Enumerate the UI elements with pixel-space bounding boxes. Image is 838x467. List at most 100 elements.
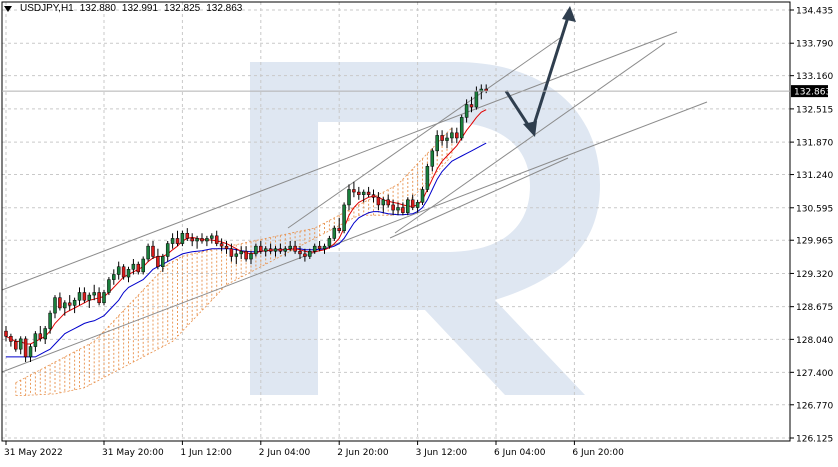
candle-body xyxy=(445,137,449,141)
arrow-head-up xyxy=(562,6,576,22)
candle-body xyxy=(263,248,268,252)
candle xyxy=(352,181,356,198)
candle xyxy=(82,287,87,303)
candle xyxy=(459,114,464,141)
candle xyxy=(391,199,395,216)
candle xyxy=(312,243,317,254)
candle-body xyxy=(97,292,101,304)
y-tick-label: 126.125 xyxy=(796,435,833,445)
candle-body xyxy=(406,199,410,213)
channel-line xyxy=(1,101,708,373)
candle xyxy=(161,253,165,272)
candle-body xyxy=(190,238,194,242)
candle xyxy=(450,127,454,144)
watermark-logo xyxy=(250,62,600,395)
candle xyxy=(268,243,273,254)
candle xyxy=(165,240,170,262)
candle-body xyxy=(327,238,332,247)
trend-channel-lines[interactable] xyxy=(1,31,708,373)
candle-body xyxy=(126,269,131,278)
candle xyxy=(185,228,190,241)
candle-body xyxy=(210,235,214,239)
candle xyxy=(28,344,33,363)
candle xyxy=(298,246,302,260)
candle xyxy=(445,132,449,149)
candle xyxy=(479,84,484,100)
candle xyxy=(195,235,199,249)
candle xyxy=(386,194,390,208)
candle xyxy=(72,297,77,314)
candle-body xyxy=(455,132,459,139)
candle xyxy=(126,266,131,283)
candle xyxy=(361,189,366,203)
candle xyxy=(396,202,400,216)
forecast-arrows[interactable] xyxy=(504,6,576,137)
candle-body xyxy=(357,191,361,195)
candle-body xyxy=(474,91,479,108)
candle xyxy=(322,243,327,254)
candle-body xyxy=(156,256,160,267)
candle-body xyxy=(268,248,273,252)
candle-body xyxy=(410,199,415,208)
candle xyxy=(77,287,82,306)
candle-body xyxy=(303,253,307,257)
y-tick-label: 128.675 xyxy=(796,303,833,313)
candle xyxy=(317,240,322,252)
low-value: 132.825 xyxy=(164,3,201,14)
candle xyxy=(136,261,141,275)
candle-body xyxy=(425,166,430,190)
candle-body xyxy=(43,328,47,340)
x-tick-label: 6 Jun 20:00 xyxy=(572,448,624,458)
candle xyxy=(440,130,444,146)
candle xyxy=(435,130,439,157)
candle xyxy=(18,336,23,355)
candles[interactable] xyxy=(4,84,488,363)
candle xyxy=(9,333,13,347)
candle xyxy=(205,235,209,247)
grid xyxy=(2,2,790,441)
candle xyxy=(254,243,258,257)
candle xyxy=(376,192,381,211)
candle-body xyxy=(371,194,376,198)
candle xyxy=(58,292,62,311)
candle-body xyxy=(77,292,82,301)
candle-body xyxy=(38,333,43,340)
candle-body xyxy=(58,297,62,309)
channel-line xyxy=(287,37,561,229)
x-tick-label: 1 Jun 12:00 xyxy=(180,448,232,458)
candle-body xyxy=(141,258,145,273)
candle xyxy=(121,264,126,280)
candle xyxy=(180,230,185,247)
candle xyxy=(214,230,219,247)
x-tick-label: 2 Jun 20:00 xyxy=(337,448,389,458)
candle xyxy=(229,243,234,262)
candle-body xyxy=(214,235,219,244)
candle-body xyxy=(244,251,248,260)
x-tick-label: 2 Jun 04:00 xyxy=(259,448,311,458)
y-tick-label: 133.790 xyxy=(796,40,833,50)
candle xyxy=(381,197,386,213)
candle-body xyxy=(430,150,435,167)
candle-body xyxy=(175,238,180,244)
candle xyxy=(14,338,18,352)
collapse-triangle-icon[interactable] xyxy=(4,5,12,12)
candle-body xyxy=(479,88,484,92)
candle-body xyxy=(112,274,116,280)
candle xyxy=(33,331,38,352)
candle xyxy=(263,246,268,257)
candle-body xyxy=(53,297,57,314)
candle-body xyxy=(239,251,243,255)
candle-body xyxy=(28,346,33,358)
y-tick-label: 131.240 xyxy=(796,171,833,181)
candle xyxy=(327,235,332,249)
y-tick-label: 126.770 xyxy=(796,401,833,411)
y-tick-label: 131.870 xyxy=(796,139,833,149)
candle-body xyxy=(121,266,126,278)
candle-body xyxy=(278,248,283,252)
candle-body xyxy=(63,302,67,309)
candle-body xyxy=(386,199,390,206)
y-tick-label: 134.435 xyxy=(796,7,833,17)
candle xyxy=(92,284,96,301)
